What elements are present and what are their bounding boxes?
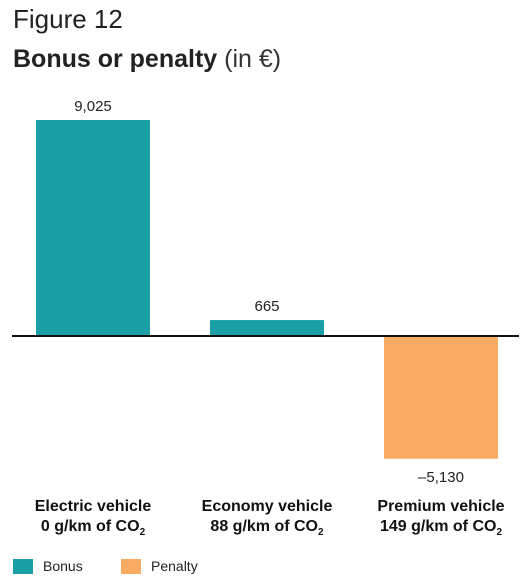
figure-label: Figure 12	[13, 4, 123, 34]
category-label-electric: Electric vehicle 0 g/km of CO2	[8, 497, 178, 543]
category-premium-line2: 149 g/km of CO2	[379, 518, 503, 539]
category-electric-line2: 0 g/km of CO2	[40, 518, 146, 539]
legend-bonus: Bonus	[13, 558, 83, 574]
category-label-premium: Premium vehicle 149 g/km of CO2	[356, 497, 521, 543]
chart-title-unit: (in €)	[217, 45, 282, 73]
chart-title: Bonus or penalty (in €)	[13, 45, 281, 74]
chart-title-main: Bonus or penalty	[13, 45, 218, 73]
category-economy-line2: 88 g/km of CO2	[210, 518, 324, 539]
legend-penalty-label: Penalty	[151, 558, 198, 574]
legend-penalty-swatch	[121, 558, 141, 574]
legend-bonus-label: Bonus	[43, 558, 83, 574]
value-label-economy: 665	[254, 298, 279, 315]
category-label-economy: Economy vehicle 88 g/km of CO2	[182, 497, 352, 543]
category-economy-line1: Economy vehicle	[201, 498, 333, 515]
legend-penalty: Penalty	[121, 558, 198, 574]
value-label-premium: –5,130	[418, 469, 464, 486]
category-premium-line1: Premium vehicle	[377, 498, 505, 515]
bar-economy	[210, 320, 324, 336]
bar-premium	[384, 336, 498, 459]
legend-bonus-swatch	[13, 558, 33, 574]
category-electric-line1: Electric vehicle	[34, 498, 152, 515]
bar-electric	[36, 120, 150, 336]
value-label-electric: 9,025	[74, 98, 112, 115]
